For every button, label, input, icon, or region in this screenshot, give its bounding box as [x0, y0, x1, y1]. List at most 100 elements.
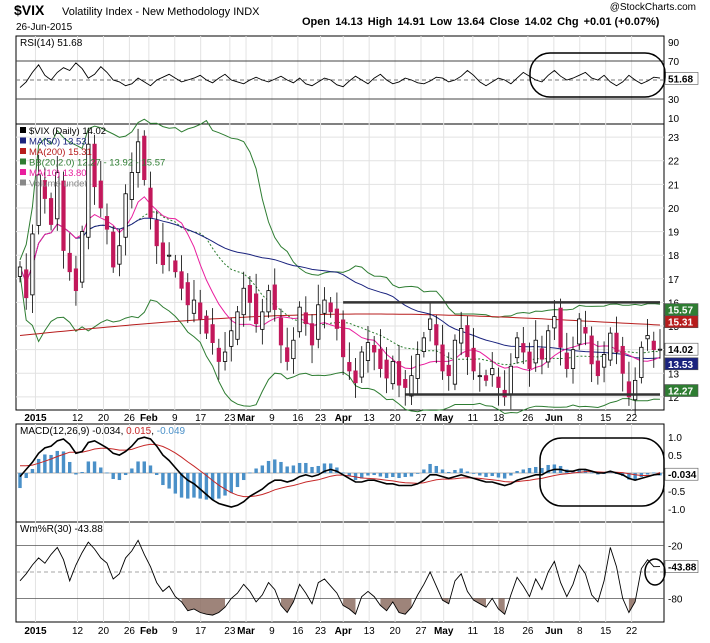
price-legend-item: MA(50) 13.53	[29, 137, 87, 148]
chg-value: +0.01 (+0.07%)	[583, 16, 660, 28]
wr-line	[19, 539, 661, 616]
x-axis-label-top: 9	[269, 413, 275, 424]
price-y-tick: 21	[668, 180, 680, 191]
candle-body	[570, 349, 576, 369]
candle-body	[620, 345, 625, 374]
wr-oversold-fill	[343, 598, 356, 615]
wr-y-tick: -80	[668, 594, 683, 605]
candle-body	[285, 347, 290, 362]
open-label: Open	[302, 16, 331, 28]
macd-histogram-bar	[496, 473, 501, 478]
macd-histogram-bar	[366, 473, 370, 476]
candle-body	[626, 381, 632, 398]
macd-legend-part: MACD(12,26,9)	[20, 426, 92, 437]
x-axis-label-top: 2015	[24, 413, 47, 424]
macd-histogram-bar	[36, 458, 41, 473]
macd-histogram-bar	[229, 473, 233, 494]
candle-body	[477, 375, 482, 378]
x-axis-label-top: Jun	[545, 413, 563, 424]
x-axis-label-bottom: 27	[415, 626, 427, 637]
rsi-line	[19, 62, 661, 88]
candle-body	[86, 143, 91, 238]
macd-histogram-bar	[18, 473, 22, 489]
x-axis-label-top: 20	[98, 413, 110, 424]
macd-histogram-bar	[55, 450, 59, 473]
price-y-tick: 17	[668, 275, 680, 286]
candle-body	[583, 327, 588, 334]
price-legend-item: BB(20,2.0) 12.27 - 13.92 - 15.57	[29, 158, 165, 169]
candle-body	[92, 143, 97, 188]
macd-histogram-bar	[645, 473, 650, 475]
price-tag-box	[664, 357, 699, 371]
wr-legend: Wm%R(30) -43.88	[20, 524, 103, 535]
macd-histogram-bar	[123, 473, 128, 476]
low-value: 13.64	[456, 16, 485, 28]
open-value: 14.13	[335, 16, 363, 28]
candle-body	[521, 343, 526, 353]
candle-body	[372, 345, 377, 353]
macd-histogram-bar	[397, 473, 401, 479]
low-label: Low	[429, 16, 452, 28]
candle-body	[278, 317, 284, 346]
macd-histogram-bar	[223, 473, 227, 496]
candle-body	[135, 141, 141, 173]
x-axis-label-top: 8	[577, 413, 583, 424]
x-axis-label-bottom: 17	[195, 626, 207, 637]
x-axis-label-top: 15	[600, 413, 612, 424]
candle-body	[247, 285, 253, 303]
macd-histogram-bar	[515, 470, 519, 473]
macd-histogram-bar	[434, 465, 439, 473]
macd-histogram-bar	[409, 473, 414, 477]
macd-histogram-bar	[391, 473, 395, 478]
macd-histogram-bar	[422, 469, 426, 473]
candle-body	[434, 324, 439, 346]
macd-histogram-bar	[546, 464, 550, 473]
candle-body	[129, 172, 134, 200]
candle-body	[36, 174, 41, 226]
candle-body	[633, 379, 638, 401]
candle-body	[80, 231, 85, 283]
panel-frame-price	[15, 123, 665, 411]
price-legend-item: MA(10) 13.80	[29, 168, 87, 179]
macd-histogram-bar	[117, 473, 122, 481]
candle-body	[614, 332, 619, 353]
x-axis-label-bottom: 23	[224, 626, 236, 637]
candle-body	[657, 348, 663, 351]
macd-line	[19, 436, 661, 508]
macd-histogram-bar	[74, 473, 78, 475]
candle-body	[61, 180, 66, 251]
x-axis-label-bottom: 12	[72, 626, 84, 637]
macd-histogram-bar	[378, 473, 383, 477]
x-axis-label-bottom: 9	[172, 626, 178, 637]
candle-body	[490, 368, 495, 376]
price-tag: 15.31	[668, 318, 693, 329]
candle-body	[396, 361, 402, 386]
macd-histogram-bar	[372, 473, 376, 476]
rsi-legend: RSI(14) 51.68	[20, 38, 83, 49]
macd-histogram-bar	[148, 465, 153, 473]
macd-histogram-bar	[484, 473, 488, 478]
macd-histogram-bar	[509, 473, 513, 476]
macd-histogram-bar	[459, 468, 463, 473]
price-legend-swatch	[20, 127, 26, 133]
x-axis-label-bottom: 23	[315, 626, 327, 637]
candle-body	[179, 271, 184, 289]
macd-histogram-bar	[527, 467, 532, 473]
x-axis-label-top: 26	[124, 413, 136, 424]
candle-body	[73, 268, 79, 292]
high-label: High	[367, 16, 393, 28]
macd-histogram-bar	[99, 467, 103, 473]
candle-body	[117, 245, 122, 265]
x-axis-label-bottom: 20	[390, 626, 402, 637]
x-axis-label-bottom: 11	[468, 626, 479, 637]
macd-histogram-bar	[254, 468, 258, 473]
x-axis-label-bottom: 26	[124, 626, 136, 637]
macd-legend-part: 0.015	[126, 426, 151, 437]
candle-body	[303, 312, 308, 325]
candle-body	[148, 187, 153, 218]
candle-body	[111, 231, 116, 268]
candle-body	[390, 361, 395, 385]
macd-histogram-bar	[210, 473, 215, 501]
price-legend-swatch	[20, 158, 26, 165]
macd-legend-part: ,	[151, 426, 157, 437]
